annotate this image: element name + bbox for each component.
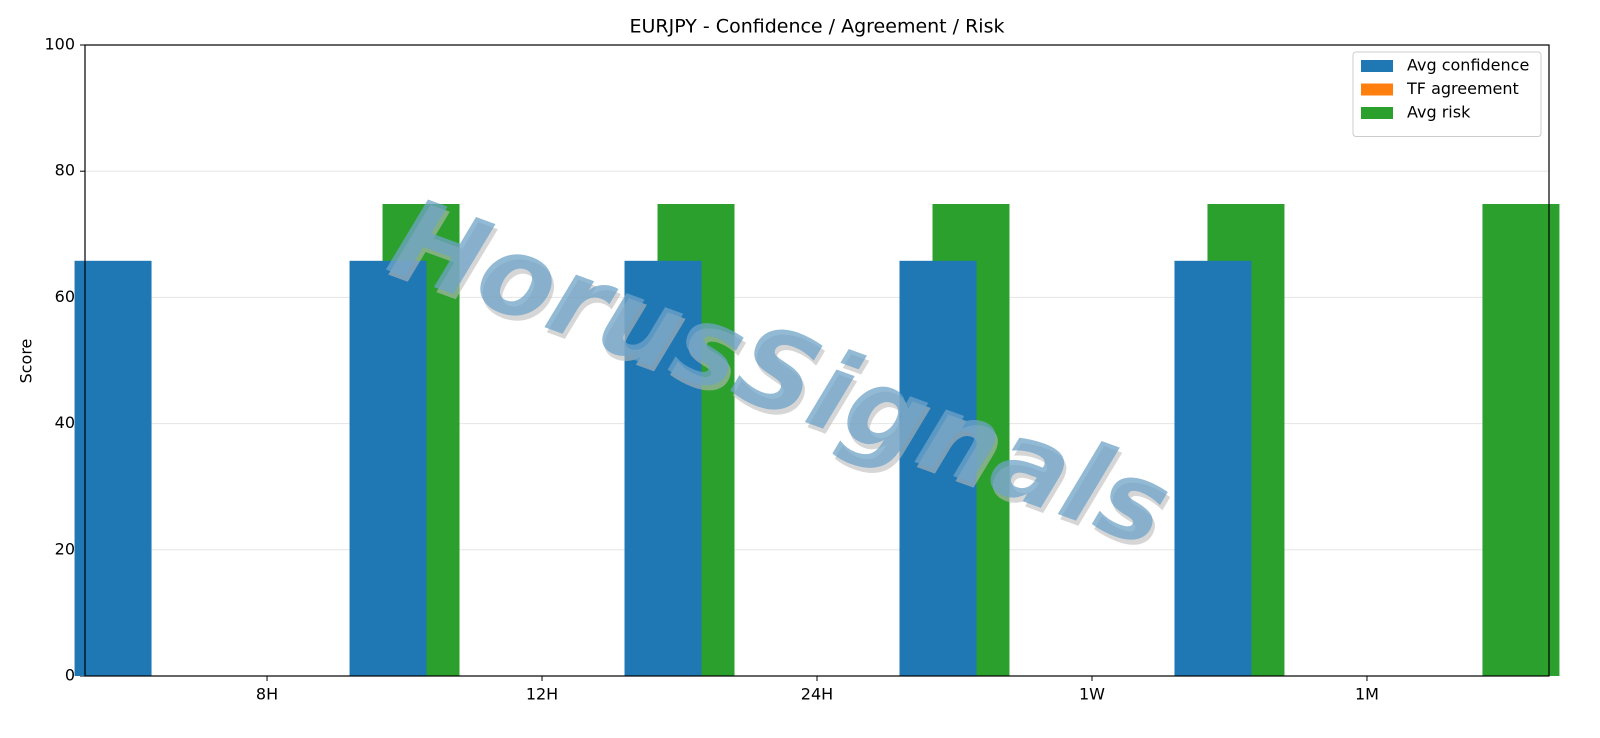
watermark: HorusSignals — [375, 173, 1187, 573]
bar — [1482, 204, 1560, 676]
legend-swatch — [1361, 60, 1393, 72]
bar — [624, 260, 702, 676]
y-tick-label: 60 — [55, 287, 75, 306]
x-tick-label: 12H — [526, 685, 558, 704]
y-tick-label: 100 — [44, 35, 75, 54]
x-tick-label: 1W — [1079, 685, 1105, 704]
legend-swatch — [1361, 83, 1393, 96]
legend-label: Avg risk — [1407, 103, 1471, 122]
bar — [349, 260, 427, 676]
y-tick-label: 40 — [55, 413, 75, 432]
y-axis-label: Score — [17, 339, 36, 384]
x-tick-label: 1M — [1355, 685, 1379, 704]
bar — [899, 260, 977, 676]
legend-swatch — [1361, 107, 1393, 119]
y-tick-label: 0 — [65, 666, 75, 685]
legend-box — [1352, 51, 1542, 137]
plot-frame — [84, 44, 1550, 677]
chart-title: EURJPY - Confidence / Agreement / Risk — [630, 16, 1005, 38]
y-tick-label: 20 — [55, 539, 75, 558]
y-tick-label: 80 — [55, 161, 75, 180]
x-tick-label: 8H — [256, 685, 278, 704]
bar — [74, 260, 152, 676]
legend-label: Avg confidence — [1407, 56, 1529, 75]
bar — [1174, 260, 1252, 676]
x-tick-label: 24H — [801, 685, 833, 704]
legend-label: TF agreement — [1406, 79, 1519, 98]
